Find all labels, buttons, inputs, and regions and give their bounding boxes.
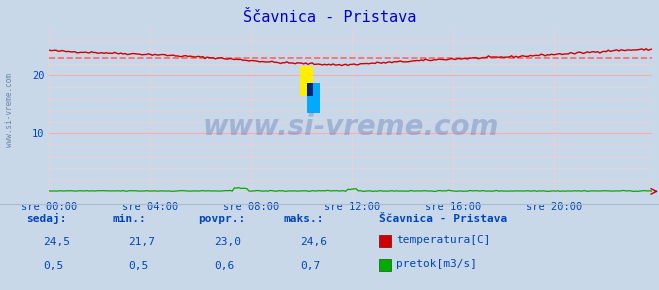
FancyBboxPatch shape <box>307 83 313 96</box>
Text: 0,6: 0,6 <box>214 261 235 271</box>
Text: pretok[m3/s]: pretok[m3/s] <box>396 259 477 269</box>
Text: 24,5: 24,5 <box>43 237 70 247</box>
Text: sedaj:: sedaj: <box>26 213 67 224</box>
Text: Ščavnica - Pristava: Ščavnica - Pristava <box>379 214 507 224</box>
Text: Ščavnica - Pristava: Ščavnica - Pristava <box>243 10 416 25</box>
Text: www.si-vreme.com: www.si-vreme.com <box>5 73 14 147</box>
Text: 0,5: 0,5 <box>43 261 63 271</box>
Text: 23,0: 23,0 <box>214 237 241 247</box>
Text: temperatura[C]: temperatura[C] <box>396 235 490 245</box>
Text: www.si-vreme.com: www.si-vreme.com <box>203 113 499 141</box>
Text: povpr.:: povpr.: <box>198 214 245 224</box>
Text: 0,5: 0,5 <box>129 261 149 271</box>
Text: maks.:: maks.: <box>283 214 324 224</box>
Text: min.:: min.: <box>112 214 146 224</box>
Text: 0,7: 0,7 <box>300 261 320 271</box>
Text: 24,6: 24,6 <box>300 237 327 247</box>
Text: 21,7: 21,7 <box>129 237 156 247</box>
FancyBboxPatch shape <box>307 83 320 113</box>
FancyBboxPatch shape <box>300 66 313 96</box>
